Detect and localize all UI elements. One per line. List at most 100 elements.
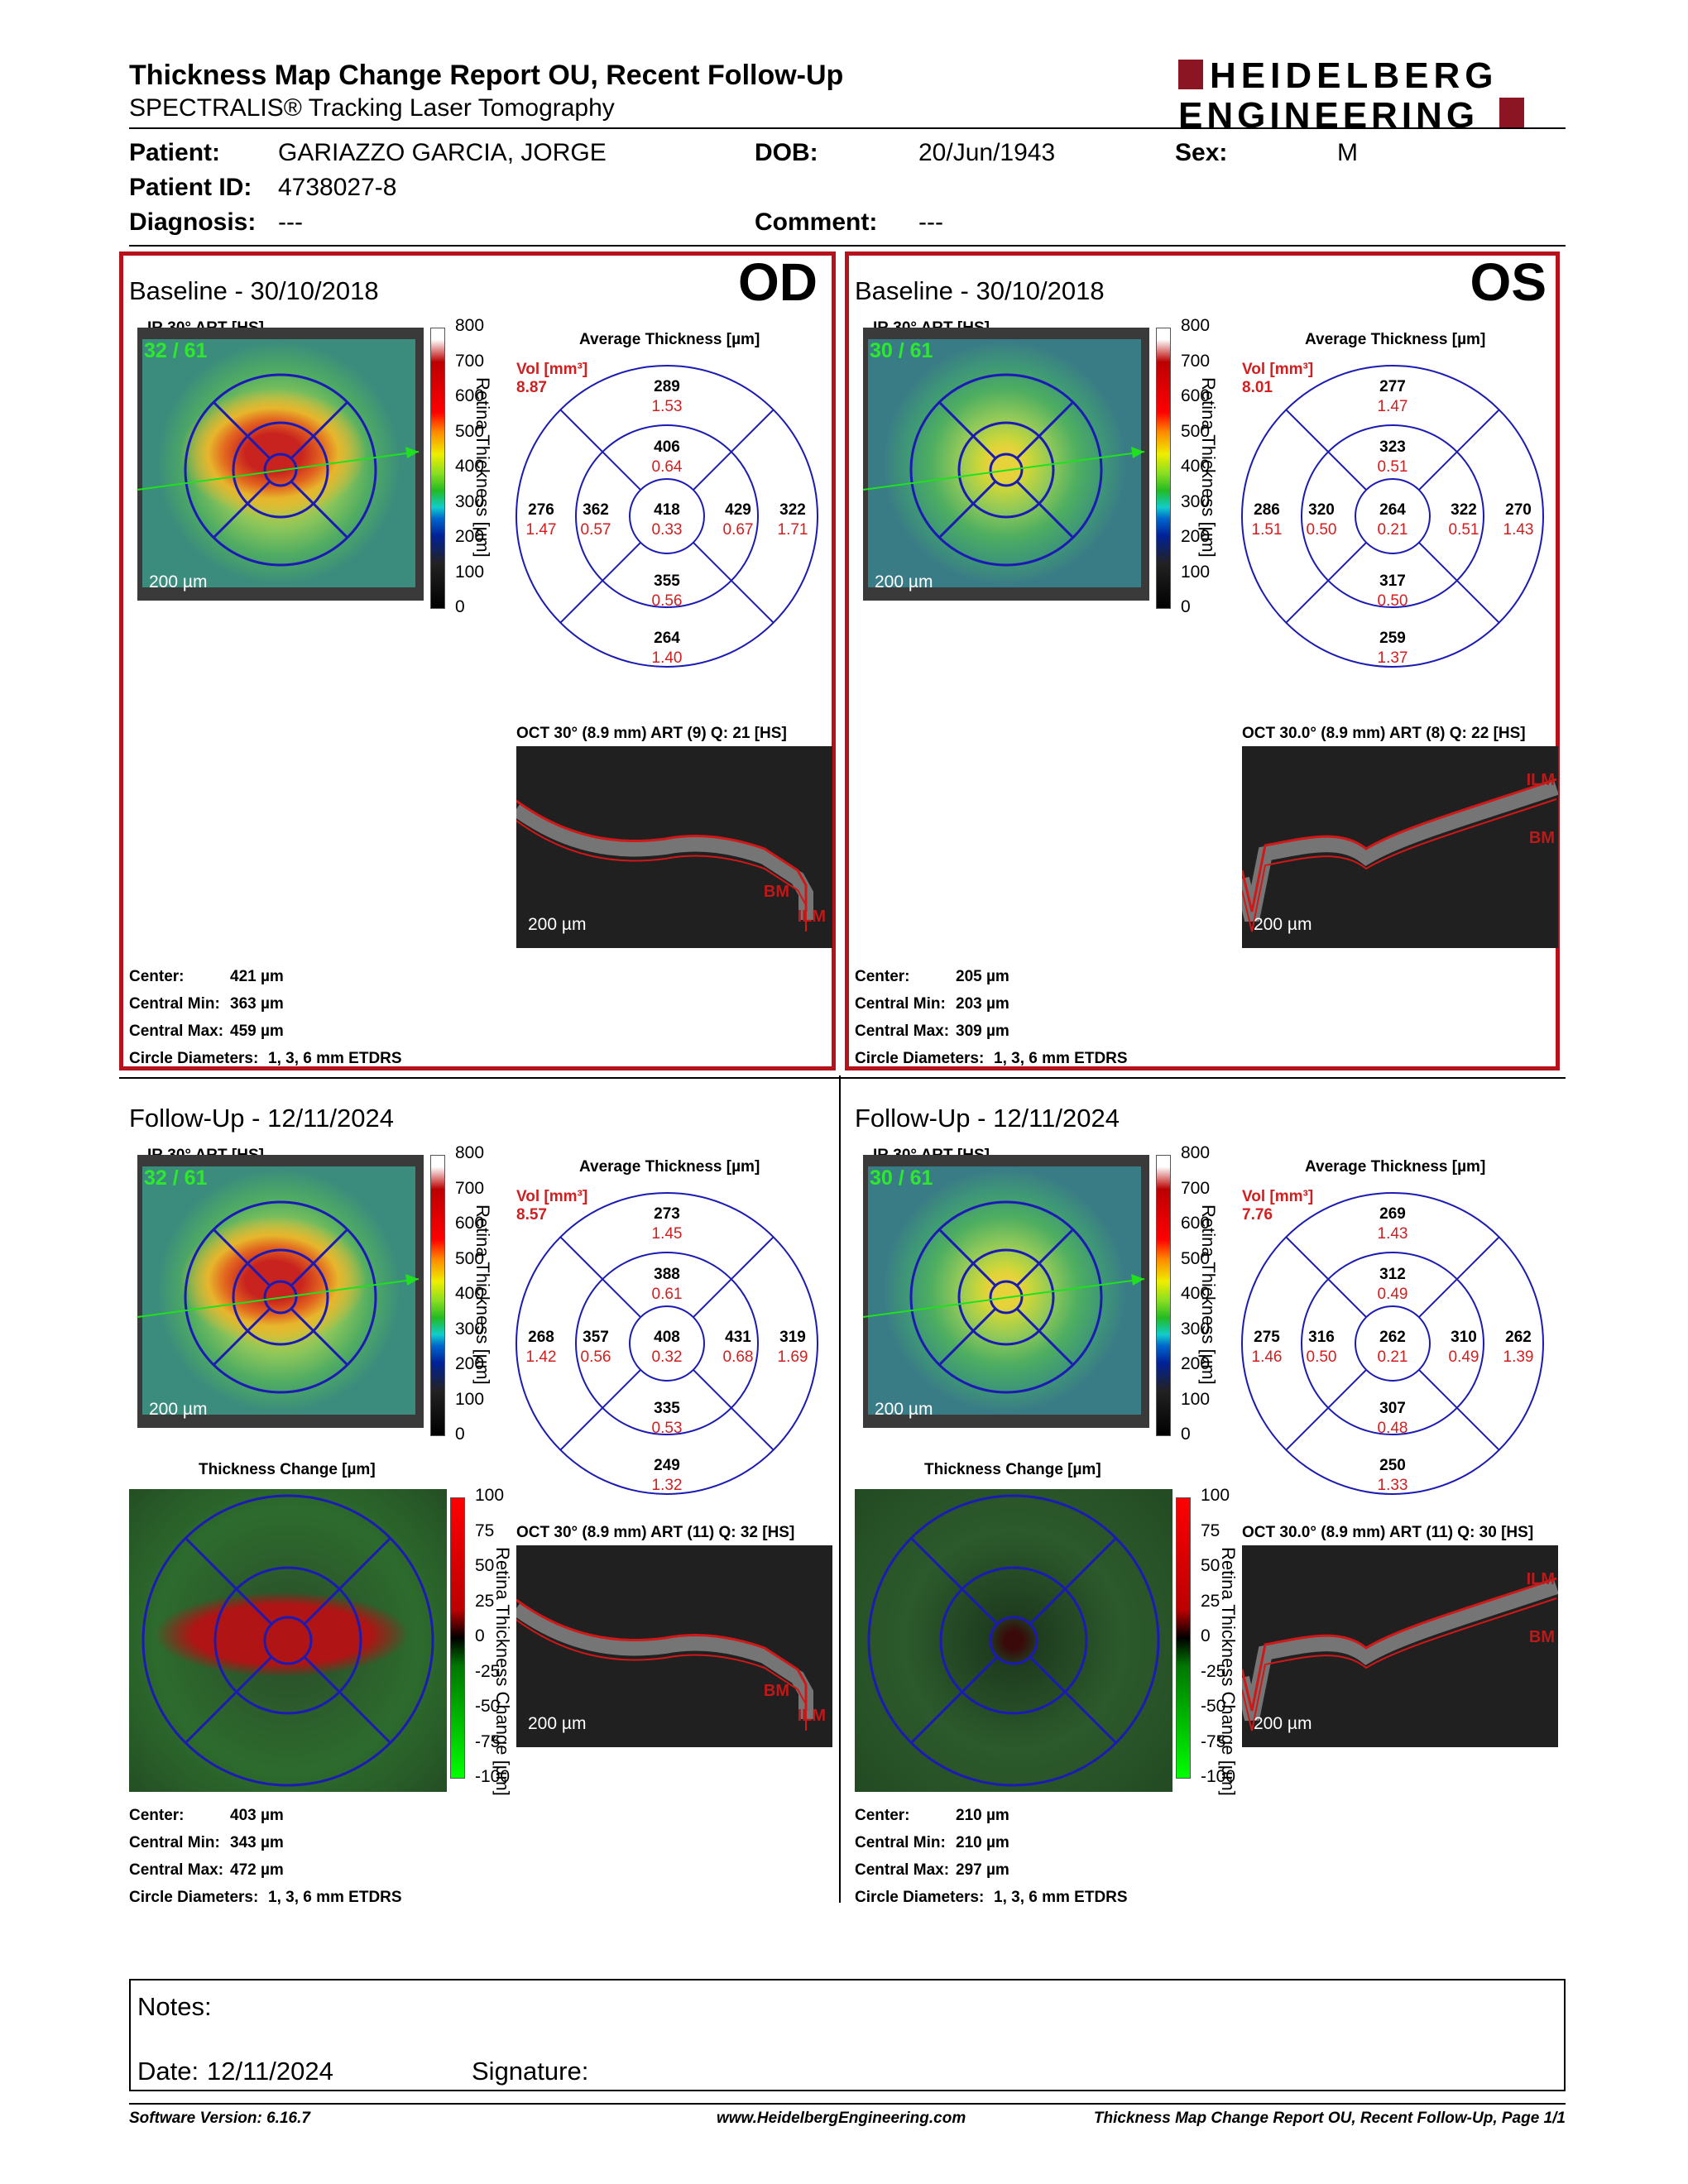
etdrs-in_i-thickness: 317	[1379, 572, 1406, 590]
etdrs-in_i-thickness: 307	[1379, 1400, 1406, 1417]
etdrs-grid[interactable]: 273 1.45 388 0.61 408 0.32 335 0.53 249 1.32 268 1…	[501, 1178, 832, 1509]
ilm-label: ILM	[797, 1707, 826, 1725]
etdrs-in_s-volume: 0.61	[652, 1286, 683, 1303]
etdrs-out_i-volume: 1.40	[652, 649, 683, 667]
vol-label: Vol [mm³]	[1242, 361, 1314, 378]
etdrs-in_t-volume: 0.50	[1307, 1348, 1337, 1366]
scale-title: Retina Thickness [µm]	[1198, 377, 1219, 558]
oct-bscan[interactable]: ILM BM 200 µm	[516, 1545, 832, 1747]
thickness-color-scale	[1156, 1155, 1171, 1436]
od-baseline-frame	[119, 251, 836, 1070]
etdrs-out_n-thickness: 319	[779, 1329, 806, 1346]
svg-text:HEIDELBERG: HEIDELBERG	[1210, 58, 1498, 96]
etdrs-grid[interactable]: 277 1.47 323 0.51 264 0.21 317 0.50 259 1.37 286 1…	[1227, 351, 1558, 682]
etdrs-out_t-volume: 1.42	[526, 1348, 557, 1366]
cmax-value: 472 µm	[230, 1861, 284, 1879]
ir-thickness-map[interactable]: 30 / 61 200 µm	[863, 1155, 1149, 1428]
scale-tick: -25	[1201, 1661, 1226, 1681]
etdrs-out_t-thickness: 268	[528, 1329, 554, 1346]
scale-tick: 200	[455, 1354, 485, 1373]
bm-label: BM	[1528, 1628, 1555, 1646]
bm-label: BM	[763, 1682, 789, 1700]
oct-bscan[interactable]: ILM BM 200 µm	[516, 746, 832, 948]
etdrs-out_s-volume: 1.47	[1378, 398, 1408, 415]
etdrs-out_s-volume: 1.53	[652, 398, 683, 415]
cmax-label: Central Max:	[855, 1023, 950, 1040]
etdrs-out_s-volume: 1.45	[652, 1225, 683, 1243]
vol-label: Vol [mm³]	[516, 361, 588, 378]
scale-tick: -75	[1201, 1731, 1226, 1751]
thickness-change-title: Thickness Change [µm]	[199, 1461, 376, 1478]
etdrs-center-thickness: 264	[1379, 501, 1406, 519]
thickness-color-scale	[430, 1155, 445, 1436]
ilm-label: ILM	[1526, 771, 1555, 789]
notes-box[interactable]: Notes: Date: 12/11/2024 Signature:	[129, 1979, 1566, 2091]
ir-thickness-map[interactable]: 32 / 61 200 µm	[137, 1155, 424, 1428]
oct-scale-bar: 200 µm	[1254, 1714, 1312, 1733]
thickness-change-map[interactable]	[129, 1489, 447, 1792]
scale-tick: 500	[455, 421, 485, 441]
etdrs-in_n-volume: 0.51	[1449, 521, 1479, 539]
etdrs-center-volume: 0.21	[1378, 1348, 1408, 1366]
etdrs-in_s-volume: 0.49	[1378, 1286, 1408, 1303]
etdrs-in_t-thickness: 320	[1308, 501, 1335, 519]
etdrs-in_s-thickness: 312	[1379, 1266, 1406, 1283]
scale-tick: 500	[1181, 421, 1211, 441]
etdrs-in_t-volume: 0.50	[1307, 521, 1337, 539]
oct-bscan[interactable]: ILM BM 200 µm	[1242, 1545, 1558, 1747]
scale-title: Retina Thickness [µm]	[472, 1205, 493, 1385]
scale-title: Retina Thickness [µm]	[472, 377, 493, 558]
scale-tick: -100	[1201, 1767, 1236, 1786]
scale-bar: 200 µm	[149, 1400, 208, 1419]
scale-tick: 400	[1181, 1284, 1211, 1303]
etdrs-in_n-volume: 0.67	[723, 521, 754, 539]
eye-label: OD	[738, 252, 818, 312]
cmax-label: Central Max:	[855, 1861, 950, 1879]
scale-tick: -100	[475, 1767, 511, 1786]
cmin-label: Central Min:	[129, 995, 220, 1013]
scale-tick: 0	[455, 1425, 465, 1444]
diagnosis-label: Diagnosis:	[129, 208, 257, 236]
os-baseline-frame	[845, 251, 1560, 1070]
thickness-change-title: Thickness Change [µm]	[924, 1461, 1101, 1478]
scale-tick: 300	[1181, 1319, 1211, 1339]
scale-title: Retina Thickness Change [µm]	[492, 1547, 513, 1796]
oct-label: OCT 30.0° (8.9 mm) ART (11) Q: 30 [HS]	[1242, 1524, 1534, 1541]
scale-tick: 100	[1181, 1389, 1211, 1409]
frame-count: 32 / 61	[144, 1166, 208, 1190]
oct-bscan[interactable]: ILM BM 200 µm	[1242, 746, 1558, 948]
etdrs-out_t-thickness: 276	[528, 501, 554, 519]
report-subtitle: SPECTRALIS® Tracking Laser Tomography	[129, 94, 615, 122]
etdrs-in_t-thickness: 357	[583, 1329, 609, 1346]
dob-value: 20/Jun/1943	[918, 139, 1056, 166]
etdrs-in_n-volume: 0.68	[723, 1348, 754, 1366]
scale-tick: 400	[1181, 457, 1211, 476]
etdrs-in_n-thickness: 310	[1451, 1329, 1477, 1346]
circle-diameters-label: Circle Diameters:	[129, 1050, 259, 1067]
etdrs-grid[interactable]: 289 1.53 406 0.64 418 0.33 355 0.56 264 1.40 276 1…	[501, 351, 832, 682]
website-link[interactable]: www.HeidelbergEngineering.com	[717, 2110, 966, 2127]
scale-tick: 700	[455, 351, 485, 371]
software-version: Software Version: 6.16.7	[129, 2110, 310, 2127]
etdrs-grid[interactable]: 269 1.43 312 0.49 262 0.21 307 0.48 250 1.33 275 1…	[1227, 1178, 1558, 1509]
etdrs-in_s-volume: 0.64	[652, 458, 683, 476]
cmax-value: 459 µm	[230, 1023, 284, 1040]
thickness-change-map[interactable]	[855, 1489, 1172, 1792]
etdrs-out_s-volume: 1.43	[1378, 1225, 1408, 1243]
comment-label: Comment:	[755, 208, 878, 236]
cmax-value: 297 µm	[956, 1861, 1009, 1879]
scale-bar: 200 µm	[149, 572, 208, 592]
scale-tick: 0	[1181, 1425, 1191, 1444]
circle-diameters-label: Circle Diameters:	[855, 1050, 985, 1067]
ir-thickness-map[interactable]: 30 / 61 200 µm	[863, 328, 1149, 601]
scale-tick: -75	[475, 1731, 501, 1751]
etdrs-in_n-thickness: 322	[1451, 501, 1477, 519]
etdrs-out_s-thickness: 269	[1379, 1205, 1406, 1223]
etdrs-out_i-thickness: 259	[1379, 630, 1406, 647]
oct-scale-bar: 200 µm	[528, 1714, 587, 1733]
etdrs-center-volume: 0.32	[652, 1348, 683, 1366]
ir-thickness-map[interactable]: 32 / 61 200 µm	[137, 328, 424, 601]
scale-tick: 300	[455, 491, 485, 511]
scale-title: Retina Thickness [µm]	[1198, 1205, 1219, 1385]
